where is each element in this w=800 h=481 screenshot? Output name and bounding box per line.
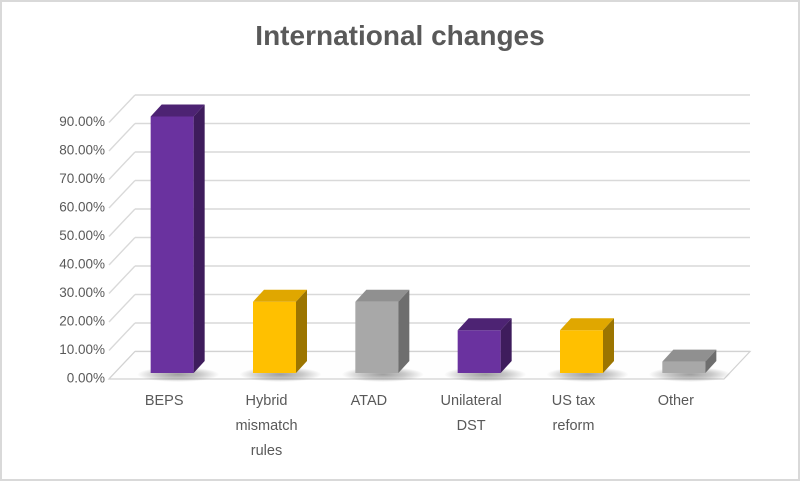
axis-depth-line	[108, 94, 136, 123]
axis-depth-line	[108, 180, 136, 209]
y-axis-tick-label: 50.00%	[59, 228, 105, 243]
x-axis-label: US tax reform	[552, 393, 596, 434]
axis-depth-line	[108, 294, 136, 323]
axis-depth-line	[108, 123, 136, 152]
bar-top-face	[457, 318, 512, 331]
bar-front-face	[150, 116, 194, 373]
x-axis-label: ATAD	[351, 393, 388, 409]
y-axis-tick-label: 90.00%	[59, 114, 105, 129]
x-axis-label: Hybrid mismatch rules	[235, 393, 297, 459]
bar-side-face	[603, 318, 614, 373]
y-axis-tick-label: 20.00%	[59, 314, 105, 329]
axis-depth-line	[108, 208, 136, 237]
bar-side-face	[398, 289, 410, 373]
bar-atad	[341, 289, 424, 382]
bar-top-face	[560, 318, 614, 331]
bar-top-face	[662, 349, 717, 362]
x-axis-label: BEPS	[145, 393, 184, 409]
bar-front-face	[355, 301, 399, 373]
axis-depth-line	[108, 151, 136, 180]
chart-title: International changes	[255, 20, 545, 51]
axis-depth-line	[108, 322, 136, 351]
bar-front-face	[560, 330, 603, 373]
bar-front-face	[457, 330, 501, 373]
y-axis-tick-label: 30.00%	[59, 285, 105, 300]
y-axis-tick-label: 40.00%	[59, 257, 105, 272]
bar-front-face	[662, 361, 706, 373]
y-axis-tick-label: 10.00%	[59, 342, 105, 357]
bar-top-face	[355, 289, 410, 302]
y-axis-tick-label: 70.00%	[59, 171, 105, 186]
bar-hybrid-mismatch-rules	[239, 289, 322, 382]
bar-beps	[137, 104, 220, 382]
axis-depth-line	[108, 237, 136, 266]
bar-side-face	[296, 289, 307, 373]
bar-top-face	[150, 104, 205, 117]
bar-front-face	[253, 301, 296, 373]
bar-unilateral-dst	[444, 318, 527, 382]
y-axis-tick-label: 80.00%	[59, 143, 105, 158]
bar-other	[648, 349, 731, 382]
bar-side-face	[705, 349, 717, 373]
y-axis-tick-label: 60.00%	[59, 200, 105, 215]
axis-depth-line	[108, 265, 136, 294]
bar-side-face	[500, 318, 512, 373]
x-axis-label: Other	[658, 393, 694, 409]
bar-side-face	[193, 104, 205, 373]
y-axis-tick-label: 0.00%	[67, 371, 105, 386]
x-axis-label: Unilateral DST	[441, 393, 502, 434]
bar-us-tax-reform	[546, 318, 629, 382]
bar-top-face	[253, 289, 307, 302]
